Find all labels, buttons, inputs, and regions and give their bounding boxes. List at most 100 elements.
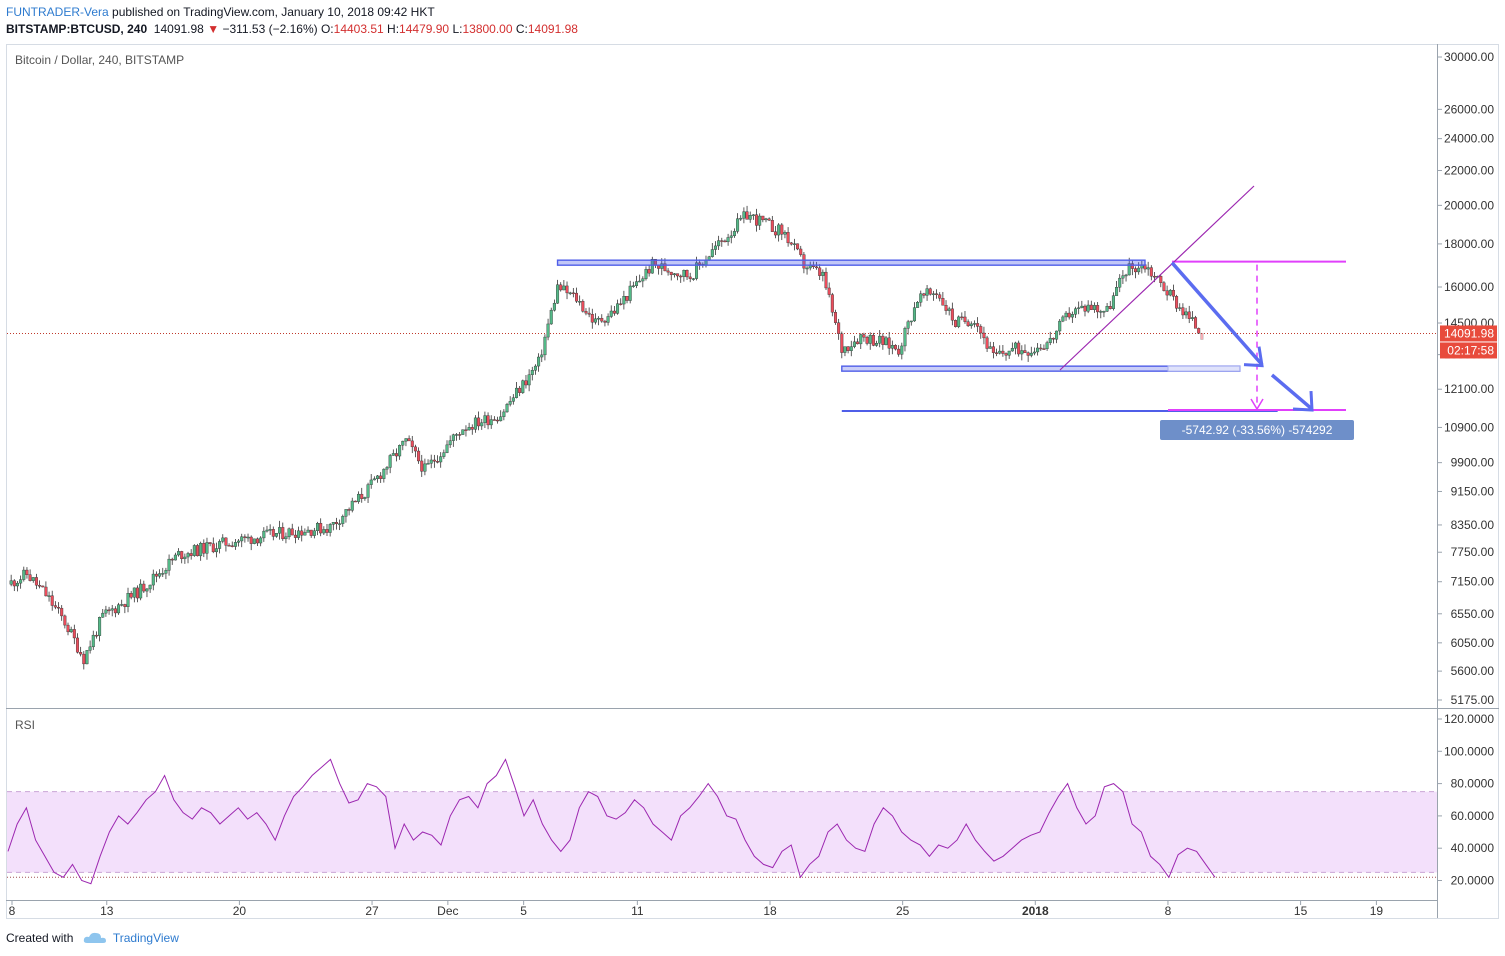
candle [319, 518, 323, 537]
low-value: 13800.00 [462, 22, 513, 36]
candle-body [442, 452, 446, 457]
candle [897, 345, 901, 357]
candle [410, 435, 414, 454]
candle [1184, 307, 1188, 319]
candle-body [366, 484, 370, 498]
candle-body [884, 337, 888, 345]
candle-body [429, 459, 433, 464]
candle-body [1102, 311, 1106, 313]
candle-body [281, 527, 285, 540]
candle [9, 574, 13, 587]
candle [492, 416, 496, 421]
candle-body [1121, 275, 1125, 279]
candle [372, 476, 376, 481]
candle-body [1058, 320, 1062, 332]
candle [1137, 262, 1141, 275]
candle [938, 292, 942, 302]
candle-body [969, 323, 973, 327]
candle-body [849, 346, 853, 351]
candle-body [413, 446, 417, 452]
candle-body [944, 305, 948, 311]
candle [208, 542, 212, 547]
candle-body [41, 585, 45, 588]
candle-body [1067, 312, 1071, 318]
candle [982, 326, 986, 345]
candle-body [773, 231, 777, 236]
candle [177, 548, 181, 557]
candle-body [167, 558, 171, 571]
candle-body [391, 453, 395, 456]
candle [540, 349, 544, 363]
candle [1080, 300, 1084, 309]
candle [1017, 340, 1021, 357]
candle-body [38, 584, 42, 587]
candle-body [34, 577, 38, 586]
tradingview-link[interactable]: TradingView [112, 931, 179, 945]
candle-body [1152, 275, 1156, 278]
candle [631, 281, 635, 288]
candle-body [341, 516, 345, 524]
candle [919, 290, 923, 307]
candle [988, 341, 992, 349]
author-link[interactable]: FUNTRADER-Vera [6, 5, 109, 19]
candle-body [575, 292, 579, 302]
candle-body [1194, 317, 1198, 329]
candle-body [464, 429, 468, 431]
candle-body [268, 529, 272, 531]
candle-body [50, 595, 54, 606]
candle [786, 227, 790, 247]
candle-body [578, 301, 582, 303]
candle [950, 302, 954, 326]
candle-body [177, 551, 181, 556]
candle [489, 415, 493, 429]
candle [792, 238, 796, 251]
candle-body [63, 615, 67, 626]
candle [486, 412, 490, 430]
candle [1039, 344, 1043, 351]
candle [818, 264, 822, 280]
candle-body [1134, 268, 1138, 273]
candle-body [508, 401, 512, 405]
candle [1171, 284, 1175, 301]
candle [1089, 300, 1093, 311]
candle [470, 424, 474, 435]
candle [660, 258, 664, 276]
candle [88, 640, 92, 654]
candle [145, 587, 149, 598]
candle-body [843, 346, 847, 353]
candle-body [502, 411, 506, 417]
candle [94, 631, 98, 639]
candle [363, 496, 367, 501]
candle [893, 344, 897, 351]
candle [303, 528, 307, 536]
candle [382, 468, 386, 483]
candle [928, 287, 932, 296]
candle [31, 577, 35, 583]
candle-body [297, 530, 301, 538]
candle-body [1077, 307, 1081, 309]
candle-body [110, 608, 114, 611]
candle [259, 536, 263, 547]
candle [1162, 281, 1166, 292]
candle [467, 422, 471, 431]
candle [1007, 350, 1011, 359]
candle [549, 307, 553, 325]
candle [328, 523, 332, 537]
time-tick-label: 13 [100, 904, 114, 918]
candle-body [950, 308, 954, 321]
candle-body [57, 606, 61, 609]
candle [347, 507, 351, 516]
candle-body [382, 468, 386, 479]
candle [1111, 292, 1115, 311]
candle [764, 217, 768, 223]
candle [985, 335, 989, 353]
candle [331, 522, 335, 531]
candle-body [562, 285, 566, 291]
projection-arrow-2 [1270, 373, 1314, 411]
candle-body [1064, 312, 1068, 318]
candle-body [830, 294, 834, 313]
candle [202, 539, 206, 558]
candle [385, 466, 389, 475]
candle [1023, 344, 1027, 353]
